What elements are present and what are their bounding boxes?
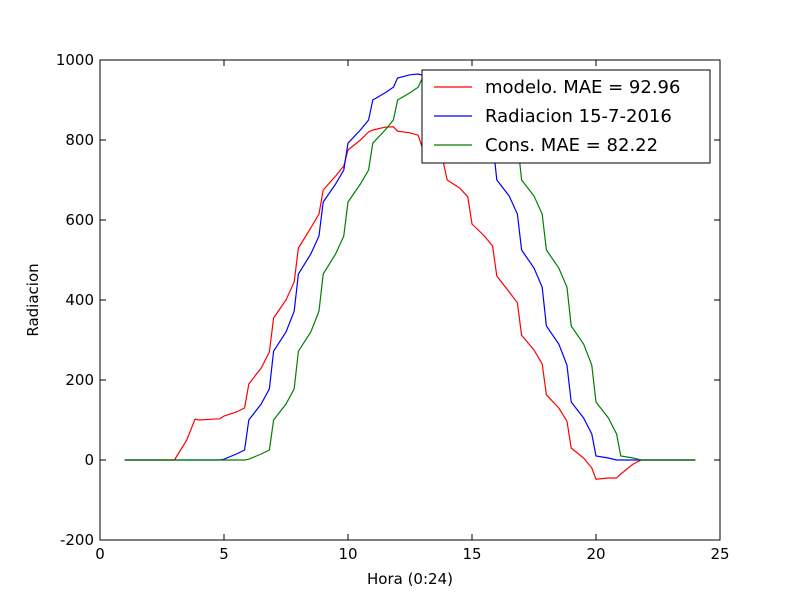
x-tick-label: 10 [338, 545, 357, 563]
x-tick-label: 20 [586, 545, 605, 563]
x-tick-label: 5 [219, 545, 229, 563]
x-tick-label: 15 [462, 545, 481, 563]
x-tick-label: 0 [95, 545, 105, 563]
y-tick-label: -200 [60, 531, 94, 549]
y-tick-label: 800 [65, 131, 94, 149]
y-axis-label: Radiacion [24, 263, 42, 336]
legend-entry: Radiacion 15-7-2016 [485, 106, 672, 127]
series-line-1 [124, 126, 696, 480]
x-axis-label: Hora (0:24) [367, 570, 453, 588]
x-tick-label: 25 [710, 545, 729, 563]
legend-entry: Cons. MAE = 82.22 [485, 135, 658, 156]
legend-entry: modelo. MAE = 92.96 [485, 77, 680, 98]
y-tick-label: 1000 [56, 51, 94, 69]
y-tick-label: 200 [65, 371, 94, 389]
y-tick-label: 0 [84, 451, 94, 469]
legend: modelo. MAE = 92.96 Radiacion 15-7-2016 Co… [421, 69, 711, 164]
y-tick-label: 600 [65, 211, 94, 229]
y-tick-label: 400 [65, 291, 94, 309]
